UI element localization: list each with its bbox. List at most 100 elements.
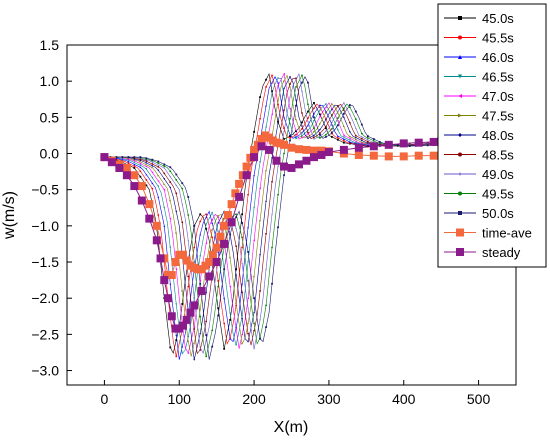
series-point [175, 268, 178, 271]
series-point [187, 239, 190, 242]
series-point [325, 111, 327, 114]
series-point [235, 304, 238, 307]
series-point [139, 162, 142, 165]
time-ave-point [167, 271, 176, 280]
series-point [181, 352, 184, 355]
steady-point [186, 308, 195, 317]
series-point [169, 199, 172, 202]
series-point [259, 96, 261, 98]
series-point [283, 109, 285, 112]
series-point [277, 81, 279, 84]
steady-point [160, 276, 169, 285]
series-point [348, 121, 351, 124]
series-point [301, 131, 303, 134]
series-point [223, 322, 226, 325]
y-tick-label: 0.5 [40, 109, 60, 125]
steady-point [156, 254, 165, 263]
series-point [271, 156, 273, 159]
time-ave-point [287, 143, 296, 152]
series-point [360, 123, 363, 126]
series-point [354, 140, 357, 143]
series-point [205, 320, 208, 323]
series-point [199, 349, 202, 351]
x-tick-label: 400 [392, 391, 416, 407]
time-ave-point [220, 221, 229, 230]
series-point [295, 118, 297, 121]
steady-point [107, 158, 116, 167]
series-point [175, 173, 178, 176]
series-point [211, 219, 214, 221]
data-lines [104, 73, 442, 360]
series-point [348, 137, 351, 140]
steady-point [220, 239, 229, 248]
series-point [241, 342, 244, 345]
series-point [205, 216, 208, 219]
series-point [342, 136, 345, 139]
series-point [235, 216, 238, 219]
series-point [247, 332, 249, 335]
series-point [199, 255, 202, 258]
series-point [253, 239, 255, 242]
series-point [247, 340, 249, 343]
steady-point [197, 286, 206, 295]
series-point [408, 145, 411, 147]
series-point [313, 136, 315, 139]
series-point [319, 115, 321, 118]
series-point [241, 333, 244, 336]
series-point [283, 73, 285, 75]
series-point [265, 169, 267, 172]
series-point [348, 139, 351, 142]
steady-point [399, 139, 408, 148]
time-ave-point [317, 146, 326, 155]
series-point [145, 163, 148, 166]
series-point [307, 129, 309, 132]
series-point [271, 213, 273, 216]
series-point [163, 165, 166, 168]
series-point [157, 164, 160, 166]
steady-point [250, 153, 259, 162]
steady-point [265, 145, 274, 154]
legend-label: steady [482, 245, 521, 260]
series-point [217, 314, 220, 317]
series-point [181, 182, 184, 185]
x-tick-label: 300 [317, 391, 341, 407]
series-point [342, 141, 345, 144]
series-point [336, 138, 339, 141]
legend-label: 48.0s [482, 128, 514, 143]
series-point [217, 307, 220, 310]
series-point [133, 156, 136, 159]
steady-point [302, 156, 311, 165]
series-point [163, 177, 166, 180]
series-point [145, 173, 148, 176]
series-point [342, 139, 345, 142]
series-point [193, 342, 196, 345]
series-point [295, 130, 297, 132]
series-point [360, 141, 363, 144]
legend-marker [458, 133, 462, 137]
series-point [331, 128, 333, 130]
series-point [169, 181, 172, 183]
steady-point [212, 258, 221, 267]
series-point [199, 346, 202, 349]
x-tick-label: 100 [168, 391, 192, 407]
series-point [169, 175, 172, 178]
series-point [289, 86, 291, 88]
time-ave-point [399, 152, 408, 161]
series-point [372, 139, 375, 142]
legend-marker [458, 113, 462, 118]
series-point [211, 236, 214, 239]
series-point [366, 142, 369, 144]
series-point [319, 135, 321, 138]
series-point [205, 213, 208, 216]
series-point [235, 344, 238, 347]
series-point [169, 282, 172, 285]
series-point [295, 129, 297, 132]
series-point [331, 131, 333, 134]
steady-point [235, 192, 244, 201]
series-point [193, 358, 196, 361]
series-point [336, 120, 339, 122]
legend-label: 45.5s [482, 31, 514, 46]
time-ave-point [227, 200, 236, 209]
series-point [313, 120, 315, 122]
series-point [187, 285, 190, 288]
